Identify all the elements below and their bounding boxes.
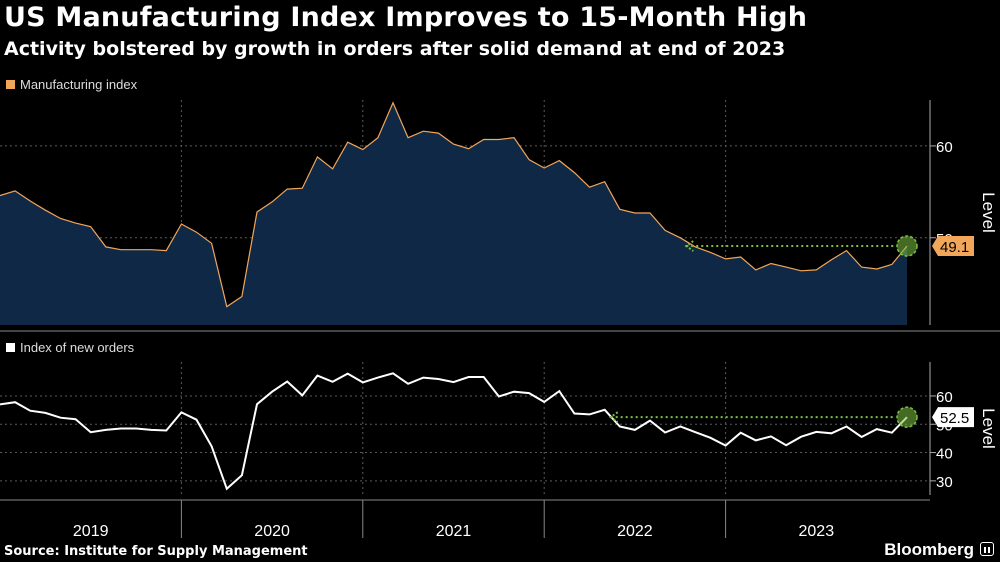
y-axis-label: Level [979, 408, 998, 449]
value-callout-label: 52.5 [940, 410, 969, 427]
legend-swatch-manufacturing [6, 80, 15, 89]
legend-manufacturing: Manufacturing index [6, 77, 137, 92]
highlight-circle [896, 406, 918, 428]
highlight-circle [896, 235, 918, 257]
area-fill [0, 102, 907, 325]
x-tick-label: 2023 [799, 523, 835, 540]
x-tick-label: 2022 [617, 523, 653, 540]
y-axis-label: Level [979, 192, 998, 233]
reference-arrowhead [684, 240, 694, 252]
x-tick-label: 2020 [254, 523, 290, 540]
bloomberg-logo: Bloomberg [884, 540, 974, 559]
new-orders-panel: 30405060Level52.5 [0, 362, 998, 495]
value-callout-box [932, 407, 974, 428]
chart-subtitle: Activity bolstered by growth in orders a… [4, 38, 786, 60]
legend-new-orders: Index of new orders [6, 340, 134, 355]
axis-layer: 2019 2020 2021 2022 2023 [0, 330, 1000, 540]
y-tick-label: 60 [936, 389, 953, 406]
value-callout-label: 49.1 [940, 239, 969, 256]
x-tick-label: 2021 [436, 523, 472, 540]
source-note: Source: Institute for Supply Management [4, 544, 308, 559]
reference-arrowhead [608, 411, 619, 423]
legend-swatch-new-orders [6, 343, 15, 352]
x-tick-label: 2019 [73, 523, 109, 540]
bloomberg-chart-icon [980, 542, 994, 556]
value-callout-box [932, 236, 974, 257]
y-tick-label: 30 [936, 474, 953, 491]
y-tick-label: 60 [936, 139, 953, 156]
grid-layer [180, 100, 727, 495]
y-tick-label: 40 [936, 446, 953, 463]
legend-label-new-orders: Index of new orders [20, 340, 135, 355]
manufacturing-index-panel: 5060Level49.1 [0, 100, 998, 325]
chart-title: US Manufacturing Index Improves to 15-Mo… [4, 2, 808, 33]
legend-label-manufacturing: Manufacturing index [20, 77, 138, 92]
series-line [0, 101, 908, 308]
series-line [0, 372, 908, 491]
